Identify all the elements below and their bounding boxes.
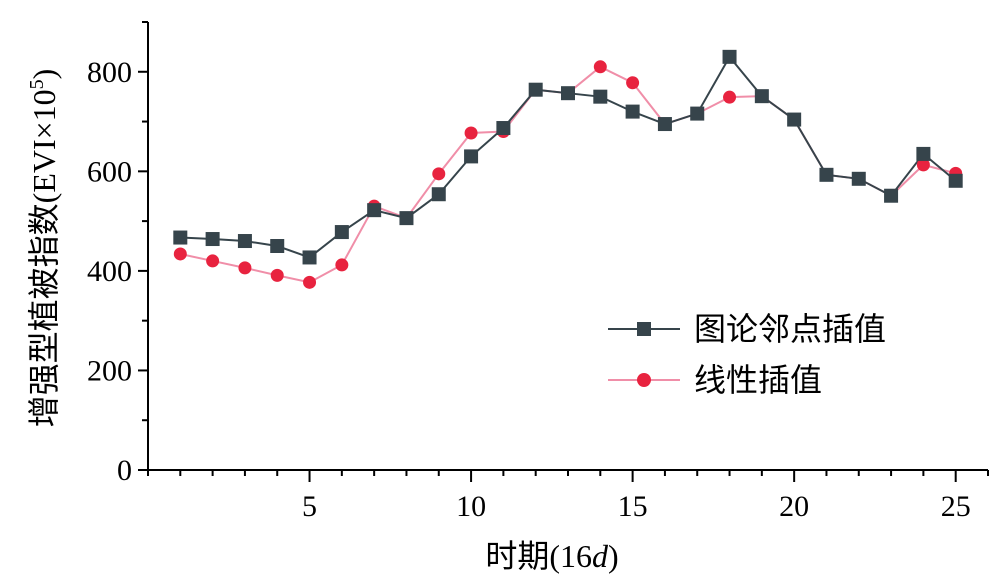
- data-point-series-1: [528, 82, 543, 97]
- legend: 图论邻点插值 线性插值: [608, 311, 886, 398]
- data-point-series-2: [432, 167, 446, 181]
- data-point-series-1: [431, 187, 446, 202]
- data-point-series-2: [206, 254, 220, 268]
- data-point-series-2: [723, 90, 737, 104]
- data-point-series-1: [819, 167, 834, 182]
- data-point-series-1: [399, 211, 414, 226]
- data-point-series-2: [335, 258, 349, 272]
- legend-label-series-1: 图论邻点插值: [694, 311, 886, 347]
- data-point-series-1: [464, 149, 479, 164]
- data-point-series-2: [238, 261, 252, 275]
- data-point-series-1: [657, 117, 672, 132]
- x-tick-label: 25: [941, 490, 971, 523]
- data-point-series-1: [496, 121, 511, 136]
- legend-marker-series-2: [637, 373, 651, 387]
- data-point-series-1: [625, 104, 640, 119]
- data-point-series-1: [367, 203, 382, 218]
- data-point-series-1: [173, 230, 188, 245]
- data-point-series-1: [754, 89, 769, 104]
- y-axis-title: 增强型植被指数(EVI×105): [26, 69, 62, 428]
- y-tick-label: 400: [87, 255, 132, 288]
- data-point-series-1: [916, 146, 931, 161]
- data-point-series-2: [173, 247, 187, 261]
- legend-marker-series-1: [637, 322, 651, 336]
- data-point-series-2: [464, 126, 478, 140]
- x-tick-label: 5: [302, 490, 317, 523]
- y-tick-label: 0: [117, 454, 132, 487]
- x-axis-title: 时期(16d): [485, 538, 618, 574]
- y-tick-label: 200: [87, 354, 132, 387]
- data-point-series-2: [303, 275, 317, 289]
- x-tick-label: 15: [618, 490, 648, 523]
- data-point-series-2: [593, 60, 607, 74]
- data-point-series-1: [884, 188, 899, 203]
- data-point-series-1: [561, 86, 575, 101]
- series-layer: [173, 49, 963, 289]
- x-tick-label: 20: [779, 490, 809, 523]
- data-point-series-1: [948, 173, 963, 188]
- y-tick-label: 800: [87, 56, 132, 89]
- data-point-series-2: [916, 158, 930, 172]
- data-point-series-1: [270, 239, 285, 253]
- legend-label-series-2: 线性插值: [694, 362, 822, 398]
- data-point-series-1: [593, 89, 608, 104]
- x-tick-label: 10: [456, 490, 486, 523]
- data-point-series-1: [787, 112, 802, 127]
- data-point-series-1: [205, 232, 220, 247]
- data-point-series-1: [851, 171, 866, 186]
- data-point-series-1: [302, 250, 317, 265]
- data-point-series-1: [690, 106, 705, 121]
- data-point-series-1: [722, 49, 737, 64]
- data-point-series-2: [626, 76, 640, 90]
- axes: 5 10 15 20 25 0 200 400 600 800: [87, 21, 989, 523]
- y-tick-label: 600: [87, 155, 132, 188]
- data-point-series-2: [270, 268, 284, 282]
- data-point-series-1: [237, 234, 252, 249]
- data-point-series-1: [334, 225, 349, 240]
